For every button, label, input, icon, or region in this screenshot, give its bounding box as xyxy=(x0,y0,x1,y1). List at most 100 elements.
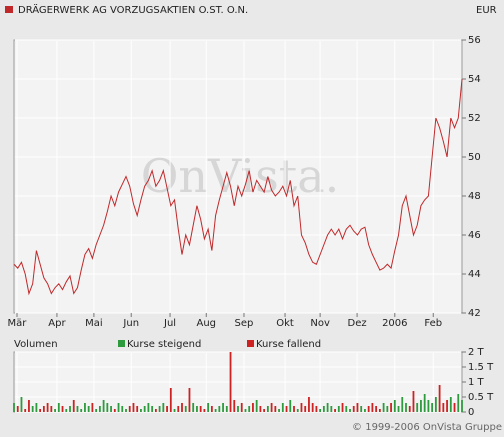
volume-bar xyxy=(412,391,415,412)
volume-bar xyxy=(166,406,168,412)
volume-bar xyxy=(54,409,56,412)
volume-bar xyxy=(274,406,277,412)
legend-label: Kurse steigend xyxy=(127,339,201,350)
volume-bar xyxy=(61,406,64,412)
volume-bar xyxy=(91,403,94,412)
volume-bar xyxy=(117,403,120,412)
volume-bar xyxy=(255,400,258,412)
volume-bar xyxy=(143,406,146,412)
volume-bar xyxy=(420,400,422,412)
y-tick-label: 42 xyxy=(468,308,481,319)
volume-bar xyxy=(177,406,180,412)
volume-bar xyxy=(319,409,322,412)
volume-bar xyxy=(461,400,463,412)
volume-bar xyxy=(42,406,45,412)
volume-bar xyxy=(367,406,370,412)
volume-bar xyxy=(210,406,213,412)
y-tick-label: 50 xyxy=(468,152,481,163)
y-tick-label: 1.5 T xyxy=(468,362,494,373)
volume-bar xyxy=(296,409,299,412)
volume-bar xyxy=(416,403,419,412)
volume-bar xyxy=(431,403,434,412)
volume-bar xyxy=(192,403,195,412)
volume-bar xyxy=(13,403,15,412)
volume-bar xyxy=(80,409,83,412)
volume-bar xyxy=(128,406,131,412)
x-tick-label: Aug xyxy=(197,318,217,329)
volume-bar xyxy=(285,406,288,412)
volume-bar xyxy=(427,400,430,412)
volume-bar xyxy=(397,406,400,412)
volume-bar xyxy=(442,403,445,412)
volume-bar xyxy=(181,403,183,412)
volume-bar xyxy=(28,400,30,412)
volume-bar xyxy=(207,403,210,412)
volume-bar xyxy=(364,409,366,412)
y-tick-label: 56 xyxy=(468,35,481,46)
volume-bar xyxy=(169,388,172,412)
volume-bar xyxy=(326,403,329,412)
price-plot-area xyxy=(13,39,463,314)
volume-bar xyxy=(266,406,269,412)
chart-title: DRÄGERWERK AG VORZUGSAKTIEN O.ST. O.N. xyxy=(18,3,248,16)
volume-bar xyxy=(184,406,187,412)
volume-bar xyxy=(106,403,109,412)
y-tick-label: 52 xyxy=(468,113,481,124)
volume-bar xyxy=(330,406,333,412)
volume-bar xyxy=(308,397,310,412)
volume-bar xyxy=(199,406,202,412)
volume-bar xyxy=(393,400,396,412)
y-tick-label: 46 xyxy=(468,230,481,241)
x-tick-label: Nov xyxy=(310,318,330,329)
volume-bar xyxy=(311,403,314,412)
volume-bar xyxy=(252,403,254,412)
volume-bar xyxy=(382,403,385,412)
volume-bar xyxy=(140,409,142,412)
copyright: © 1999-2006 OnVista Gruppe xyxy=(352,422,502,433)
volume-bar xyxy=(72,400,75,412)
volume-bar xyxy=(378,409,381,412)
volume-bar xyxy=(95,409,98,412)
volume-bar xyxy=(31,406,34,412)
y-tick-label: 48 xyxy=(468,191,481,202)
volume-bar xyxy=(98,406,101,412)
x-tick-label: Mai xyxy=(85,318,103,329)
x-tick-label: Jun xyxy=(122,318,139,329)
volume-bar xyxy=(315,406,318,412)
volume-bar xyxy=(334,409,336,412)
volume-bar xyxy=(147,403,150,412)
volume-bar xyxy=(136,406,139,412)
legend-swatch xyxy=(118,340,125,347)
volume-bar xyxy=(259,406,262,412)
volume-bar xyxy=(390,403,392,412)
volume-bar xyxy=(341,403,344,412)
legend-swatch xyxy=(247,340,254,347)
volume-bar xyxy=(248,406,251,412)
volume-bar xyxy=(203,409,206,412)
volume-bar xyxy=(158,406,161,412)
volume-bar xyxy=(113,409,116,412)
volume-bar xyxy=(110,406,112,412)
volume-bar xyxy=(50,406,53,412)
x-tick-label: Jul xyxy=(163,318,176,329)
volume-bar xyxy=(84,403,86,412)
volume-bar xyxy=(244,409,247,412)
y-tick-label: 54 xyxy=(468,74,481,85)
volume-bar xyxy=(405,403,407,412)
x-tick-label: Okt xyxy=(276,318,294,329)
volume-bar xyxy=(229,352,232,412)
x-tick-label: Sep xyxy=(235,318,254,329)
volume-bar xyxy=(39,409,42,412)
volume-bar xyxy=(449,397,452,412)
y-tick-label: 44 xyxy=(468,269,481,280)
volume-bar xyxy=(401,397,404,412)
volume-bar xyxy=(423,394,426,412)
volume-bar xyxy=(356,403,359,412)
volume-bar xyxy=(87,406,90,412)
volume-bar xyxy=(125,409,127,412)
volume-bar xyxy=(304,406,307,412)
y-tick-label: 1 T xyxy=(468,377,485,388)
volume-bar xyxy=(386,406,389,412)
y-tick-label: 0.5 T xyxy=(468,392,494,403)
